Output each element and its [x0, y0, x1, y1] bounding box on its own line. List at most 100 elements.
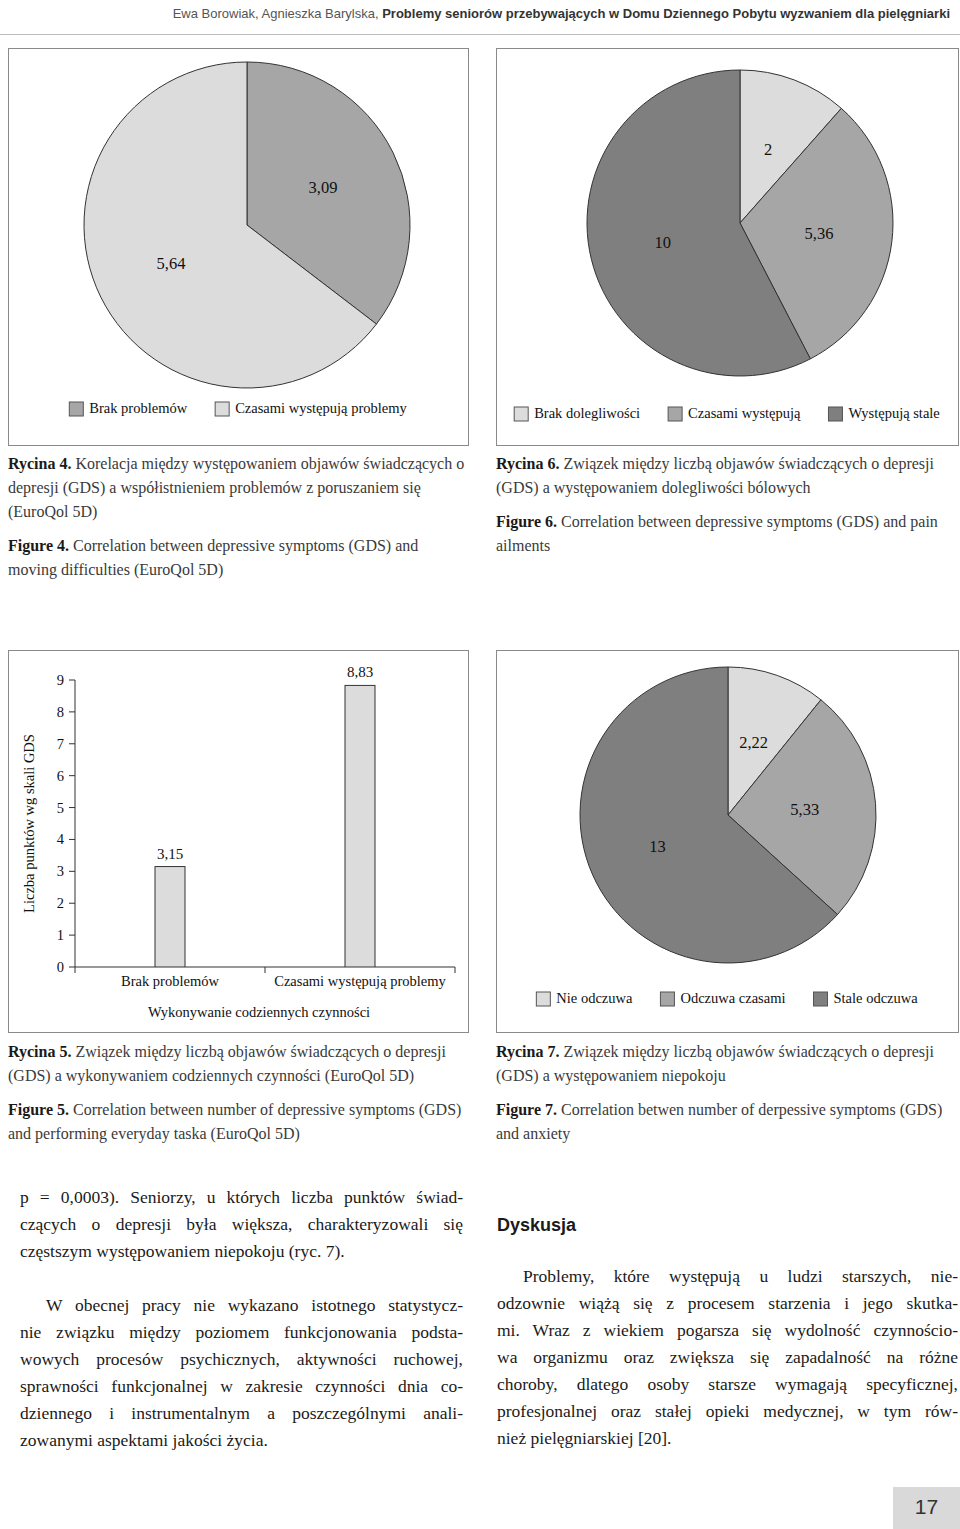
- text-line: choroby, dlatego osoby starsze wymagają …: [497, 1371, 958, 1398]
- caption-en: Figure 6. Correlation between depressive…: [496, 510, 956, 558]
- text-line: mi. Wraz z wiekiem pogarsza się wydolnoś…: [497, 1317, 958, 1344]
- caption-text: Correlation between depressive symptoms …: [8, 537, 418, 578]
- legend-swatch: [514, 407, 528, 421]
- caption-text: Związek między liczbą objawów świadczący…: [496, 455, 934, 496]
- y-tick: [69, 775, 75, 776]
- legend-label: Brak dolegliwości: [534, 405, 640, 421]
- panel-frame: [9, 651, 469, 1033]
- figure-caption: Rycina 6. Związek między liczbą objawów …: [496, 452, 956, 558]
- panel-frame: [497, 651, 959, 1033]
- figure-caption: Rycina 7. Związek między liczbą objawów …: [496, 1040, 956, 1146]
- caption-label: Rycina 4.: [8, 455, 71, 472]
- legend: Brak dolegliwości Czasami występują Występ…: [514, 405, 940, 421]
- y-tick: [69, 711, 75, 712]
- text-line: W obecnej pracy nie wykazano istotnego s…: [20, 1292, 463, 1319]
- data-label: 8,83: [347, 664, 373, 680]
- y-tick-label: 9: [57, 672, 64, 688]
- text-line: zowanymi aspektami jakości życia.: [20, 1427, 463, 1454]
- y-axis: [75, 680, 76, 967]
- legend-label: Nie odczuwa: [556, 990, 633, 1006]
- legend: Nie odczuwa Odczuwa czasami Stale odczuwa: [536, 990, 918, 1006]
- legend-item: Występują stale: [828, 405, 939, 421]
- page-number: 17: [893, 1495, 960, 1519]
- x-axis-title: Wykonywanie codziennych czynności: [148, 1004, 370, 1020]
- data-label: 5,64: [157, 254, 186, 273]
- caption-en: Figure 4. Correlation between depressive…: [8, 534, 466, 582]
- caption-label: Rycina 6.: [496, 455, 559, 472]
- pie-slice: [587, 70, 810, 376]
- caption-pl: Rycina 5. Związek między liczbą objawów …: [8, 1040, 466, 1088]
- legend-label: Brak problemów: [89, 400, 187, 416]
- caption-label: Figure 4.: [8, 537, 69, 554]
- y-tick: [69, 903, 75, 904]
- data-label: 5,33: [790, 800, 819, 819]
- y-tick: [69, 807, 75, 808]
- header-authors: Ewa Borowiak, Agnieszka Barylska,: [173, 6, 383, 21]
- legend-item: Brak problemów: [69, 400, 187, 416]
- caption-en: Figure 7. Correlation betwen number of d…: [496, 1098, 956, 1146]
- text-line: wowych procesów psychicznych, aktywności…: [20, 1346, 463, 1373]
- legend-swatch: [215, 402, 229, 416]
- x-tick-label: Brak problemów: [121, 973, 219, 989]
- data-label: 5,36: [805, 224, 834, 243]
- paragraph: p = 0,0003). Seniorzy, u których liczba …: [20, 1184, 463, 1265]
- pie-chart: 2,22 5,33 13 Nie odczuwa Odczuwa czasami Stal…: [497, 651, 959, 1033]
- legend-swatch: [828, 407, 842, 421]
- y-tick-label: 8: [57, 704, 64, 720]
- section-heading: Dyskusja: [497, 1212, 958, 1239]
- text-line: nie związku między poziomem funkcjonowan…: [20, 1319, 463, 1346]
- pie-chart: 3,09 5,64 Brak problemów Czasami występują …: [9, 49, 469, 446]
- legend-swatch: [536, 992, 550, 1006]
- pie-chart: 2 5,36 10 Brak dolegliwości Czasami występuj…: [497, 49, 959, 446]
- data-label: 2: [764, 140, 772, 159]
- caption-pl: Rycina 6. Związek między liczbą objawów …: [496, 452, 956, 500]
- caption-text: Korelacja między występowaniem objawów ś…: [8, 455, 464, 520]
- legend-item: Czasami występują: [668, 405, 801, 421]
- y-tick: [69, 839, 75, 840]
- legend-item: Brak dolegliwości: [514, 405, 640, 421]
- caption-pl: Rycina 7. Związek między liczbą objawów …: [496, 1040, 956, 1088]
- y-tick-label: 4: [57, 831, 65, 847]
- legend-item: Stale odczuwa: [814, 990, 919, 1006]
- paragraph: W obecnej pracy nie wykazano istotnego s…: [20, 1292, 463, 1454]
- data-label: 3,09: [309, 178, 338, 197]
- text-line: Problemy, które występują u ludzi starsz…: [497, 1263, 958, 1290]
- x-tick-label: Czasami występują problemy: [274, 973, 446, 989]
- data-label: 13: [649, 837, 666, 856]
- text-line: p = 0,0003). Seniorzy, u których liczba …: [20, 1184, 463, 1211]
- legend-item: Czasami występują problemy: [215, 400, 407, 416]
- legend-item: Nie odczuwa: [536, 990, 633, 1006]
- right-column: Dyskusja Problemy, które występują u ludz…: [497, 1212, 958, 1479]
- bar: [345, 685, 375, 967]
- panel-frame: [9, 49, 469, 446]
- x-tick: [265, 967, 266, 973]
- text-line: częstszym występowaniem niepokoju (ryc. …: [20, 1238, 463, 1265]
- caption-text: Związek między liczbą objawów świadczący…: [8, 1043, 446, 1084]
- caption-pl: Rycina 4. Korelacja między występowaniem…: [8, 452, 466, 524]
- y-tick-label: 2: [57, 895, 64, 911]
- caption-label: Rycina 5.: [8, 1043, 71, 1060]
- caption-label: Rycina 7.: [496, 1043, 559, 1060]
- panel-frame: [497, 49, 959, 446]
- text-line: odzownie wiążą się z procesem starzenia …: [497, 1290, 958, 1317]
- caption-label: Figure 7.: [496, 1101, 557, 1118]
- header-title: Problemy seniorów przebywających w Domu …: [382, 6, 950, 21]
- text-line: profesjonalnej oraz stałej opieki medycz…: [497, 1398, 958, 1425]
- legend-swatch: [69, 402, 83, 416]
- legend-label: Stale odczuwa: [834, 990, 919, 1006]
- legend-label: Występują stale: [848, 405, 939, 421]
- header-rule: [0, 34, 960, 35]
- text-line: czących o depresji była większa, charakt…: [20, 1211, 463, 1238]
- legend-label: Odczuwa czasami: [680, 990, 785, 1006]
- x-tick: [75, 967, 76, 973]
- y-tick: [69, 680, 75, 681]
- pie-slice: [580, 667, 838, 963]
- data-label: 3,15: [157, 846, 183, 862]
- data-label: 2,22: [739, 733, 768, 752]
- legend-swatch: [660, 992, 674, 1006]
- legend-item: Odczuwa czasami: [660, 990, 785, 1006]
- y-tick-label: 0: [57, 959, 64, 975]
- pie-slice: [84, 62, 376, 388]
- data-label: 10: [654, 233, 671, 252]
- text-line: nież pielęgniarskiej [20].: [497, 1425, 958, 1452]
